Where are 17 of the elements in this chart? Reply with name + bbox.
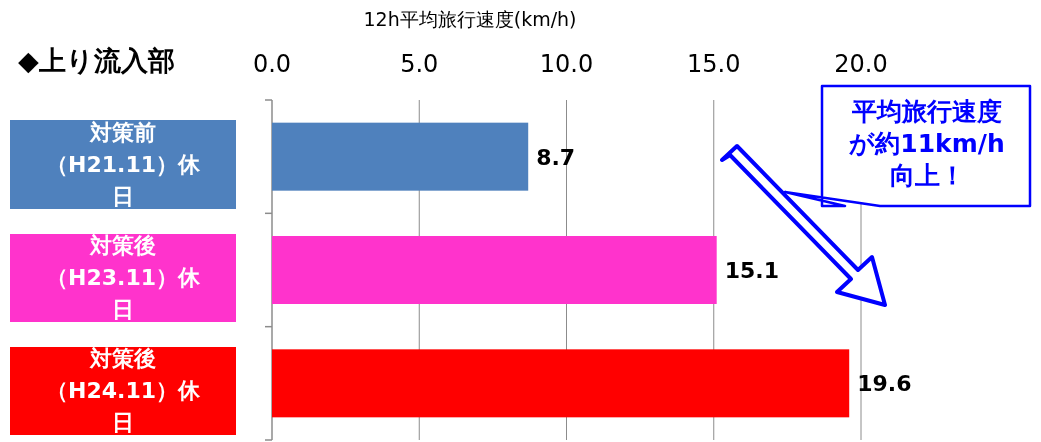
- x-tick-label: 20.0: [834, 50, 888, 78]
- y-tick-label: 対策前（H21.11）休日: [45, 118, 201, 211]
- data-label: 15.1: [724, 258, 779, 283]
- annotation: 平均旅行速度が約11km/h向上！: [848, 96, 1006, 192]
- y-tick-label: 対策後（H23.11）休日: [45, 231, 201, 324]
- chart-title: ◆上り流入部: [18, 45, 175, 76]
- data-label: 19.6: [857, 371, 912, 397]
- x-tick-label: 0.0: [252, 50, 292, 78]
- x-tick-label: 15.0: [687, 50, 741, 78]
- bar: [272, 349, 850, 418]
- bar: [272, 122, 529, 191]
- x-axis-title: 12h平均旅行速度(km/h): [363, 8, 577, 30]
- bar: [272, 236, 717, 304]
- x-tick-label: 5.0: [400, 50, 439, 78]
- data-label: 8.7: [536, 144, 576, 170]
- x-tick-label: 10.0: [539, 50, 594, 78]
- y-tick-label: 対策後（H24.11）休日: [45, 345, 201, 438]
